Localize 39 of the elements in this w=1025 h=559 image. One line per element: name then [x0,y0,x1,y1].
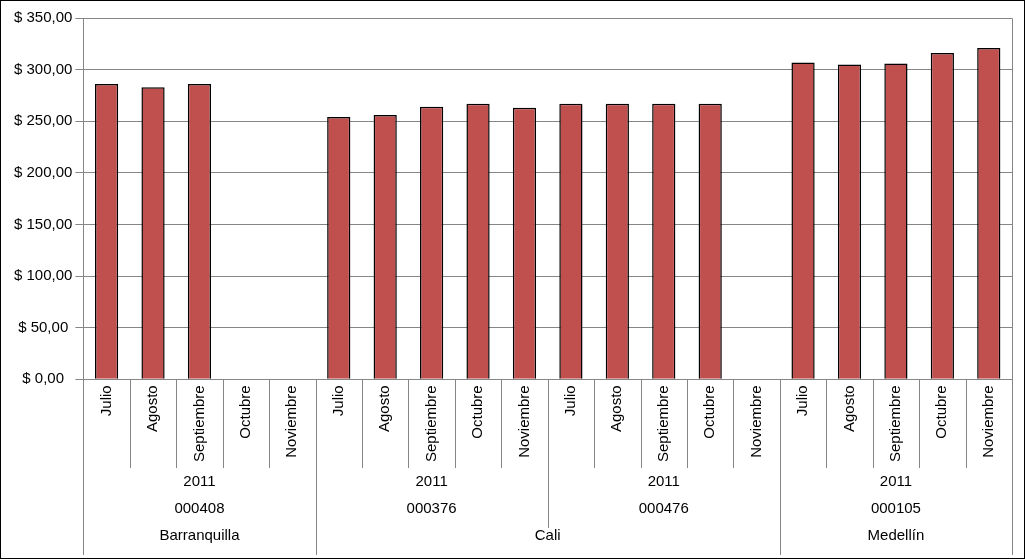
x-tick-label: Agosto [143,385,161,432]
y-tick-label: $ 0,00 [22,369,65,387]
x-tick-label: Agosto [375,385,393,432]
x-tick-label: Septiembre [886,385,904,463]
x-tick-label: Septiembre [189,385,207,463]
y-tick-label: $ 50,00 [18,317,69,335]
text: 000408 [174,498,225,516]
x-tick-label: Octubre [236,385,254,439]
x-tick-label: Julio [793,385,811,417]
x-tick-label: Noviembre [978,385,996,458]
text: Cali [534,525,561,543]
text: Medellín [867,525,925,543]
text: 000476 [638,498,689,516]
x-tick-label: Octubre [932,385,950,439]
x-tick-label: Septiembre [653,385,671,463]
x-tick-label: Noviembre [514,385,532,458]
text: 000105 [870,498,921,516]
x-tick-label: Julio [96,385,114,417]
x-tick-label: Julio [561,385,579,417]
text: 2011 [183,471,216,489]
y-tick-label: $ 100,00 [14,266,73,284]
y-tick-label: $ 250,00 [14,111,73,129]
text: 2011 [879,471,913,489]
x-tick-label: Agosto [607,385,625,432]
x-tick-label: Agosto [839,385,857,432]
x-tick-label: Noviembre [282,385,300,458]
x-tick-label: Septiembre [421,385,439,463]
y-tick-label: $ 150,00 [14,214,73,232]
text: 2011 [647,471,680,489]
x-tick-label: Octubre [700,385,718,439]
text: 2011 [415,471,448,489]
text: Barranquilla [159,525,241,543]
x-tick-label: Noviembre [746,385,764,458]
y-tick-label: $ 350,00 [14,8,73,26]
y-tick-label: $ 200,00 [14,162,73,180]
x-tick-label: Octubre [468,385,486,439]
text: 000376 [406,498,457,516]
y-tick-label: $ 300,00 [14,59,73,77]
x-tick-label: Julio [328,385,346,417]
